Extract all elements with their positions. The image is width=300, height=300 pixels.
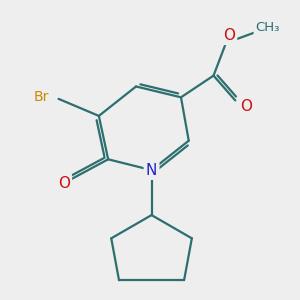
Text: N: N xyxy=(146,163,157,178)
Text: O: O xyxy=(223,28,235,43)
Text: Br: Br xyxy=(34,90,49,104)
Text: O: O xyxy=(240,99,252,114)
Text: CH₃: CH₃ xyxy=(256,21,280,34)
Text: O: O xyxy=(58,176,70,191)
